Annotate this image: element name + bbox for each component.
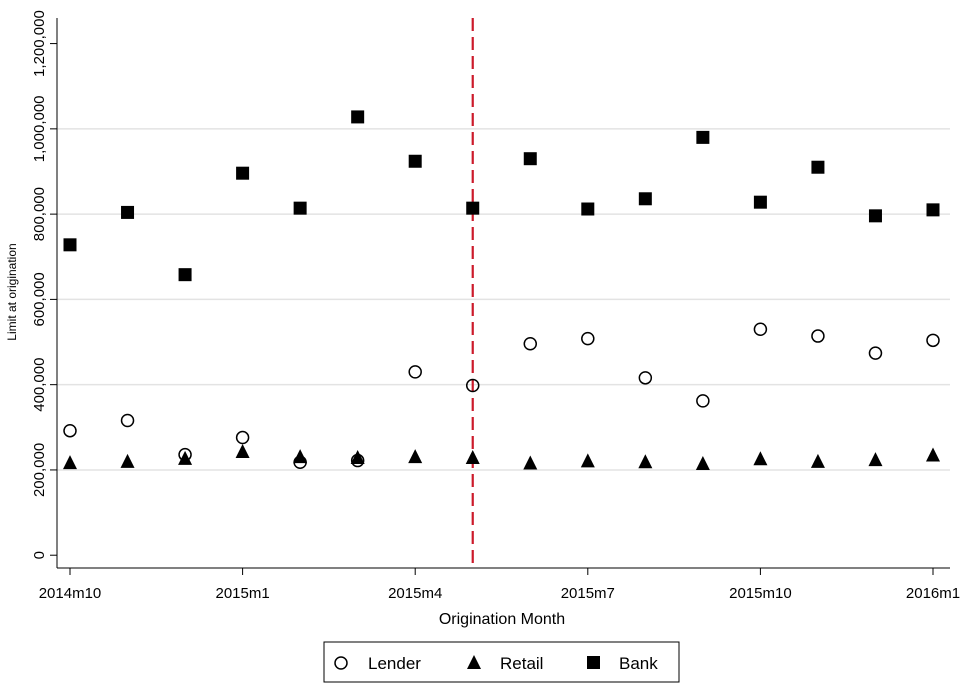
y-tick-label: 1,200,000 (31, 10, 48, 77)
y-axis-title: Limit at origination (5, 243, 19, 340)
lender-point (926, 333, 940, 348)
series-lender (63, 322, 940, 470)
lender-point (811, 329, 825, 343)
retail-point (926, 447, 940, 462)
bank-point (466, 201, 480, 215)
data-points (63, 110, 940, 470)
bank-point (408, 154, 422, 168)
retail-point (868, 452, 883, 467)
retail-point (638, 454, 653, 469)
y-tick-label: 0 (31, 551, 48, 559)
y-tick-label: 1,000,000 (31, 95, 48, 162)
bank-point (523, 152, 537, 166)
retail-point (523, 455, 538, 470)
bank-point (178, 268, 192, 282)
x-tick-label: 2014m10 (39, 585, 102, 602)
bank-point (293, 201, 307, 215)
x-tick-label: 2015m4 (388, 585, 442, 602)
lender-point (63, 423, 77, 438)
y-tick-label: 800,000 (31, 187, 48, 241)
bank-point (753, 195, 767, 209)
bank-point (236, 166, 250, 180)
bank-point (63, 238, 77, 252)
legend-lender-marker (334, 656, 348, 670)
legend-retail-marker (467, 655, 481, 669)
bank-point (696, 130, 710, 144)
retail-point (695, 455, 710, 470)
bank-point (638, 192, 652, 206)
y-ticks: 0 200,000 400,000 600,000 800,000 1,000,000 1,… (31, 10, 57, 559)
x-tick-label: 2016m1 (906, 585, 960, 602)
lender-point (465, 378, 480, 393)
legend-retail-label: Retail (500, 654, 543, 673)
bank-point (926, 203, 940, 217)
x-tick-label: 2015m10 (729, 585, 792, 602)
bank-point (811, 160, 825, 174)
bank-point (868, 209, 882, 223)
bank-point (581, 202, 595, 216)
lender-point (696, 394, 710, 408)
legend-bank-marker (587, 656, 600, 669)
series-bank (63, 110, 940, 282)
retail-point (753, 451, 768, 466)
bank-point (351, 110, 365, 124)
series-retail (63, 444, 940, 470)
retail-point (810, 453, 825, 468)
retail-point (350, 450, 365, 464)
retail-point (235, 444, 250, 459)
legend: Lender Retail Bank (323, 641, 680, 683)
lender-point (581, 331, 595, 346)
legend-lender-label: Lender (368, 654, 421, 673)
lender-point (638, 371, 653, 385)
grid-lines (57, 128, 950, 471)
retail-point (465, 450, 480, 464)
y-tick-label: 400,000 (31, 358, 48, 412)
lender-point (523, 336, 538, 351)
retail-point (580, 453, 595, 468)
lender-point (235, 430, 250, 445)
lender-point (120, 413, 135, 428)
lender-point (868, 346, 883, 360)
bank-point (121, 205, 135, 219)
x-axis-title: Origination Month (439, 611, 565, 628)
x-ticks: 2014m10 2015m1 2015m4 2015m7 2015m10 2016m1 (39, 568, 960, 602)
lender-point (408, 365, 422, 379)
legend-box (323, 641, 680, 683)
retail-point (120, 453, 135, 468)
x-tick-label: 2015m1 (215, 585, 269, 602)
retail-point (178, 450, 193, 465)
retail-point (63, 455, 77, 470)
retail-point (408, 449, 423, 464)
y-tick-label: 600,000 (31, 272, 48, 326)
retail-point (293, 449, 308, 464)
lender-point (753, 322, 768, 336)
y-tick-label: 200,000 (31, 443, 48, 497)
legend-bank-label: Bank (619, 654, 658, 673)
x-tick-label: 2015m7 (561, 585, 615, 602)
